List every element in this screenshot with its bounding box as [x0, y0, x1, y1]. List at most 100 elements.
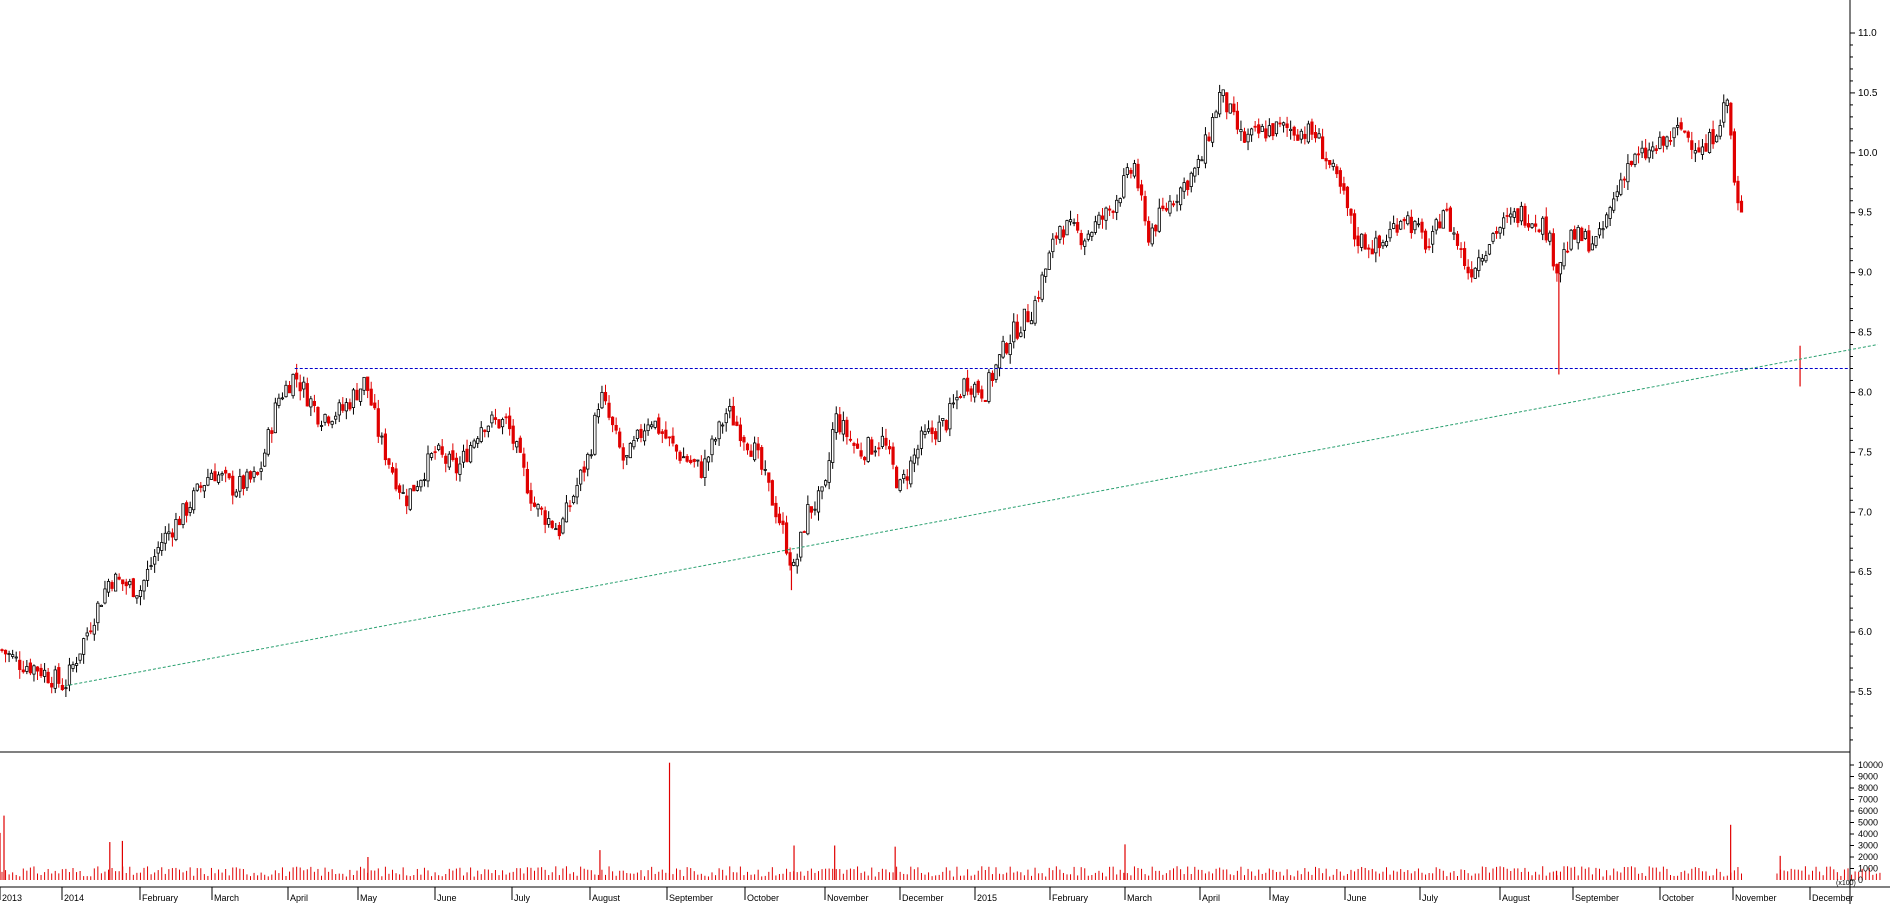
candle-body — [1033, 300, 1037, 324]
time-tick-label: 2013 — [2, 893, 22, 903]
volume-tick-label: 4000 — [1858, 829, 1878, 839]
candle-body — [735, 421, 739, 426]
candle-body — [774, 502, 778, 518]
candle-body — [1317, 133, 1321, 139]
candle-body — [50, 682, 54, 688]
candle-body — [1739, 200, 1744, 213]
candle-body — [1523, 205, 1527, 226]
candle-body — [1537, 229, 1541, 232]
candle-body — [877, 447, 881, 450]
candle-body — [1377, 235, 1381, 249]
candle-body — [1590, 243, 1594, 251]
candle-body — [397, 485, 402, 493]
candle-body — [1072, 222, 1076, 224]
candle-body — [1494, 231, 1499, 234]
candle-body — [1118, 198, 1122, 204]
candle-body — [1562, 249, 1566, 267]
candle-body — [1253, 125, 1257, 128]
candle-body — [1434, 219, 1438, 231]
candle-body — [1686, 131, 1690, 138]
candle-body — [103, 588, 107, 604]
candle-body — [224, 469, 228, 474]
time-tick-label: October — [1662, 893, 1694, 903]
candle-body — [1310, 121, 1314, 135]
candle-body — [156, 547, 160, 554]
candle-body — [1143, 196, 1147, 222]
candle-body — [646, 424, 650, 432]
candle-body — [1647, 149, 1651, 159]
time-tick-label: December — [902, 893, 944, 903]
candle-body — [916, 448, 920, 459]
candle-body — [1044, 268, 1048, 277]
candle-body — [504, 416, 508, 419]
candle-body — [515, 441, 519, 448]
candle-body — [1459, 248, 1463, 250]
candle-body — [231, 475, 235, 496]
time-tick-label: November — [1735, 893, 1777, 903]
candle-body — [593, 414, 597, 455]
candle-body — [131, 578, 135, 598]
candle-body — [710, 438, 714, 456]
candle-body — [1594, 236, 1598, 246]
candle-body — [1324, 158, 1328, 162]
candle-body — [0, 649, 4, 652]
candle-body — [770, 480, 774, 506]
candle-body — [1441, 210, 1445, 229]
candle-body — [114, 573, 118, 592]
candle-body — [1512, 211, 1516, 218]
candle-body — [1260, 126, 1264, 132]
candle-body — [429, 453, 434, 458]
candle-body — [160, 542, 164, 551]
candle-body — [525, 468, 530, 494]
candle-body — [1704, 143, 1708, 152]
candle-body — [1051, 238, 1055, 253]
candle-body — [1171, 203, 1176, 206]
candle-body — [199, 485, 203, 488]
candle-body — [997, 354, 1002, 369]
candle-body — [1392, 223, 1396, 229]
candle-body — [1676, 124, 1680, 128]
candle-body — [1022, 308, 1027, 331]
candle-body — [181, 503, 185, 526]
volume-tick-label: 5000 — [1858, 818, 1878, 828]
price-tick-label: 6.5 — [1858, 567, 1872, 578]
candle-body — [60, 684, 64, 691]
trendline — [64, 344, 1878, 687]
candle-body — [500, 419, 505, 428]
candle-body — [1218, 92, 1222, 115]
candle-body — [1466, 266, 1470, 274]
candle-body — [1203, 134, 1208, 164]
candle-body — [632, 440, 636, 448]
candle-body — [316, 406, 320, 425]
candle-body — [934, 431, 938, 440]
candle-body — [1530, 223, 1534, 228]
candle-body — [621, 447, 625, 461]
candle-body — [458, 463, 462, 475]
candle-body — [1232, 103, 1236, 113]
candle-body — [376, 408, 380, 437]
volume-tick-label: 10000 — [1858, 760, 1883, 770]
candle-body — [664, 429, 668, 439]
candle-body — [394, 468, 398, 490]
volume-tick-label: 6000 — [1858, 806, 1878, 816]
candle-body — [1654, 148, 1658, 151]
volume-tick-label: 2000 — [1858, 852, 1878, 862]
candle-body — [1438, 221, 1442, 229]
candle-body — [67, 664, 72, 686]
candlestick-series — [0, 84, 1801, 697]
candle-body — [263, 452, 267, 467]
candle-body — [529, 490, 533, 504]
candle-body — [319, 425, 324, 427]
candle-body — [990, 372, 995, 382]
candle-body — [128, 581, 132, 586]
candle-body — [334, 415, 338, 420]
candle-body — [760, 447, 764, 470]
candle-body — [625, 454, 629, 458]
candle-body — [451, 450, 455, 461]
candle-body — [92, 624, 96, 635]
time-tick-label: February — [1052, 893, 1089, 903]
candle-body — [1164, 207, 1168, 211]
candle-body — [167, 531, 171, 535]
